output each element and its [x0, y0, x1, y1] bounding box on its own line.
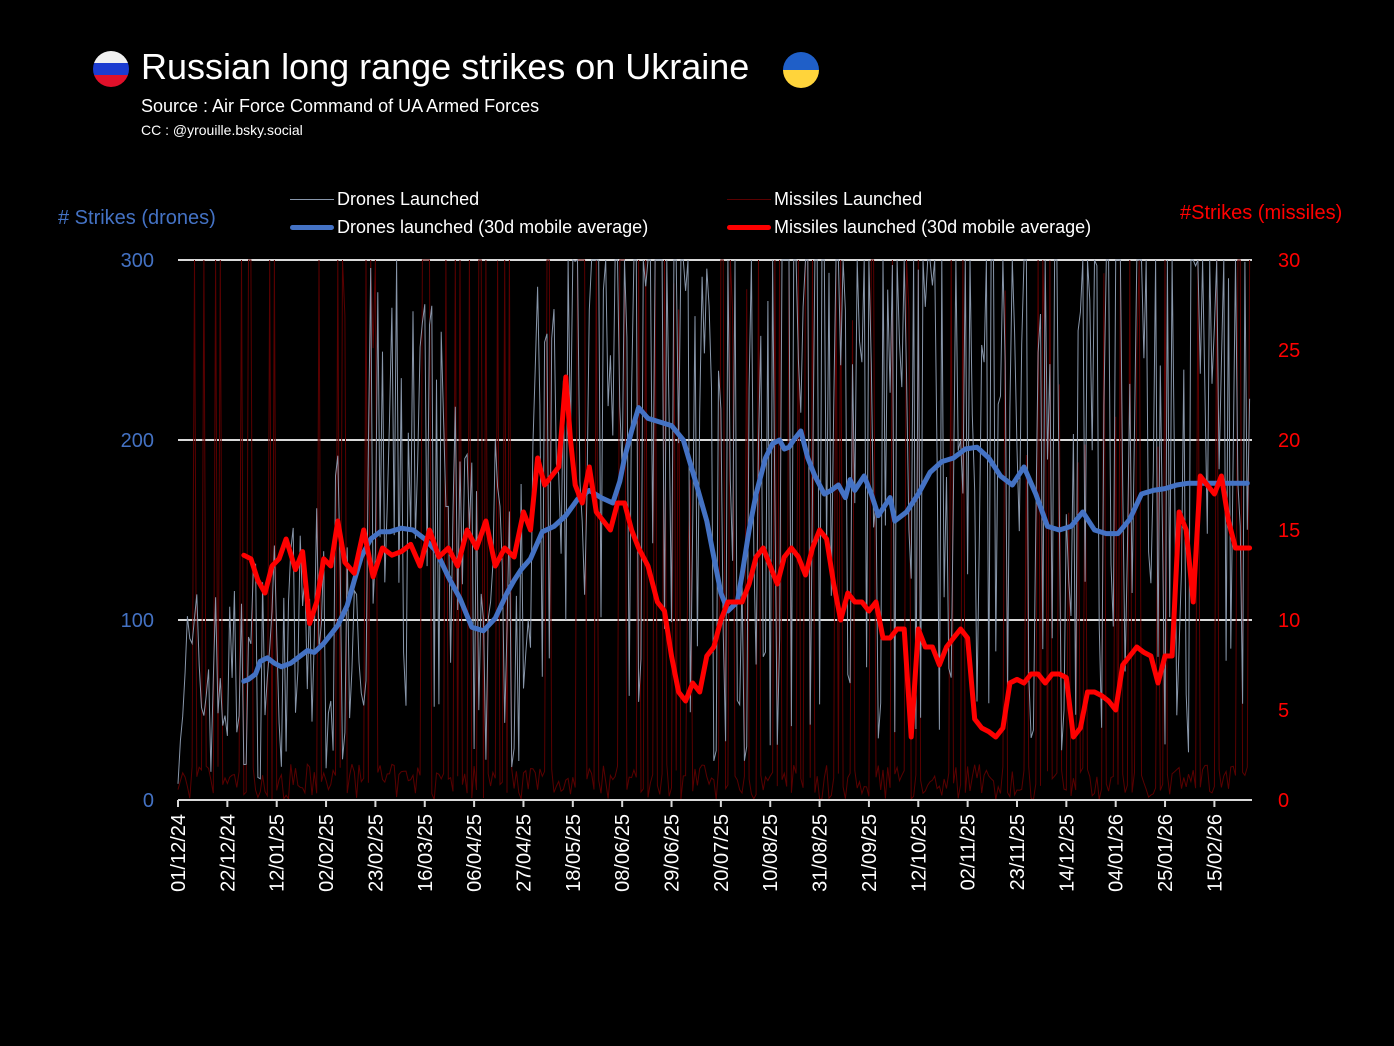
legend-swatch-drones-ma	[290, 225, 334, 230]
legend-swatch-drones-daily	[290, 199, 334, 200]
missiles-ma-line	[241, 374, 1253, 740]
x-axis-tick-label: 08/06/25	[612, 814, 634, 892]
legend-label: Drones Launched	[337, 189, 480, 209]
x-axis-tick-label: 14/12/25	[1056, 814, 1078, 892]
drones-daily-line	[177, 259, 1251, 784]
russia-flag-icon	[93, 51, 129, 87]
right-axis-tick-label: 0	[1278, 790, 1289, 812]
x-axis-tick-label: 12/10/25	[908, 814, 930, 892]
missiles-daily-line	[177, 259, 1251, 801]
legend-label: Missiles launched (30d mobile average)	[774, 217, 1092, 237]
x-axis-tick-label: 10/08/25	[760, 814, 782, 892]
legend-swatch-missiles-daily	[727, 199, 771, 200]
x-axis-tick-label: 20/07/25	[711, 814, 733, 892]
x-axis-tick-label: 12/01/25	[267, 814, 289, 892]
x-axis-tick-label: 02/02/25	[316, 814, 338, 892]
left-axis-tick-label: 300	[121, 250, 154, 272]
right-axis-tick-label: 10	[1278, 610, 1300, 632]
right-axis-tick-label: 15	[1278, 520, 1300, 542]
left-axis-title: # Strikes (drones)	[58, 207, 216, 229]
x-axis-tick-label: 22/12/24	[217, 814, 239, 892]
x-axis-tick-label: 23/11/25	[1007, 814, 1029, 890]
x-axis-tick-label: 06/04/25	[464, 814, 486, 892]
left-axis-tick-label: 100	[121, 610, 154, 632]
x-axis-tick-label: 21/09/25	[859, 814, 881, 892]
x-axis-tick-label: 01/12/24	[168, 814, 190, 892]
right-axis-tick-label: 20	[1278, 430, 1300, 452]
ukraine-flag-icon	[783, 52, 819, 88]
x-axis-tick-label: 02/11/25	[958, 814, 980, 890]
legend-label: Missiles Launched	[774, 189, 923, 209]
x-axis-tick-label: 31/08/25	[810, 814, 832, 892]
legend-drones-daily: Drones Launched	[290, 189, 479, 210]
x-axis-tick-label: 25/01/26	[1155, 814, 1177, 892]
right-axis-tick-label: 30	[1278, 250, 1300, 272]
right-axis-tick-label: 5	[1278, 700, 1289, 722]
left-axis-tick-label: 0	[143, 790, 154, 812]
left-axis-tick-label: 200	[121, 430, 154, 452]
legend-drones-ma: Drones launched (30d mobile average)	[290, 217, 648, 238]
right-axis-title: #Strikes (missiles)	[1180, 202, 1343, 224]
x-axis-tick-label: 18/05/25	[563, 814, 585, 892]
chart-title: Russian long range strikes on Ukraine	[141, 46, 750, 87]
legend-missiles-ma: Missiles launched (30d mobile average)	[727, 217, 1091, 238]
x-axis-tick-label: 27/04/25	[513, 814, 535, 892]
legend-missiles-daily: Missiles Launched	[727, 189, 922, 210]
x-axis-tick-label: 15/02/26	[1204, 814, 1226, 892]
x-axis-tick-label: 23/02/25	[365, 814, 387, 892]
right-axis-tick-label: 25	[1278, 340, 1300, 362]
chart-subtitle: Source : Air Force Command of UA Armed F…	[141, 96, 540, 116]
drones-ma-line	[241, 405, 1250, 684]
x-axis-tick-label: 16/03/25	[415, 814, 437, 892]
chart-credit: CC : @yrouille.bsky.social	[141, 122, 303, 138]
legend-label: Drones launched (30d mobile average)	[337, 217, 649, 237]
x-axis-tick-label: 29/06/25	[662, 814, 684, 892]
x-axis-tick-label: 04/01/26	[1106, 814, 1128, 892]
legend-swatch-missiles-ma	[727, 225, 771, 230]
